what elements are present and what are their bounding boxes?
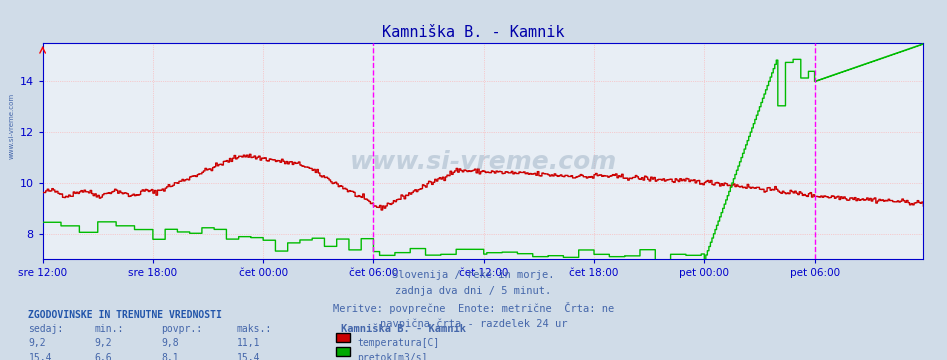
Text: sedaj:: sedaj: (28, 324, 63, 334)
Text: min.:: min.: (95, 324, 124, 334)
Text: Meritve: povprečne  Enote: metrične  Črta: ne: Meritve: povprečne Enote: metrične Črta:… (333, 302, 614, 314)
Text: Kamniška B. - Kamnik: Kamniška B. - Kamnik (341, 324, 466, 334)
Text: 8,1: 8,1 (161, 353, 179, 360)
Text: 15,4: 15,4 (28, 353, 52, 360)
Text: 9,2: 9,2 (95, 338, 113, 348)
Text: Kamniška B. - Kamnik: Kamniška B. - Kamnik (383, 25, 564, 40)
Text: temperatura[C]: temperatura[C] (357, 338, 439, 348)
Text: navpična črta - razdelek 24 ur: navpična črta - razdelek 24 ur (380, 319, 567, 329)
Text: pretok[m3/s]: pretok[m3/s] (357, 353, 427, 360)
Text: 15,4: 15,4 (237, 353, 260, 360)
Text: povpr.:: povpr.: (161, 324, 202, 334)
Text: 6,6: 6,6 (95, 353, 113, 360)
Text: zadnja dva dni / 5 minut.: zadnja dva dni / 5 minut. (396, 286, 551, 296)
Text: www.si-vreme.com: www.si-vreme.com (349, 150, 616, 174)
Text: www.si-vreme.com: www.si-vreme.com (9, 93, 14, 159)
Text: ZGODOVINSKE IN TRENUTNE VREDNOSTI: ZGODOVINSKE IN TRENUTNE VREDNOSTI (28, 310, 223, 320)
Text: maks.:: maks.: (237, 324, 272, 334)
Text: Slovenija / reke in morje.: Slovenija / reke in morje. (392, 270, 555, 280)
Text: 9,8: 9,8 (161, 338, 179, 348)
Text: 9,2: 9,2 (28, 338, 46, 348)
Text: 11,1: 11,1 (237, 338, 260, 348)
